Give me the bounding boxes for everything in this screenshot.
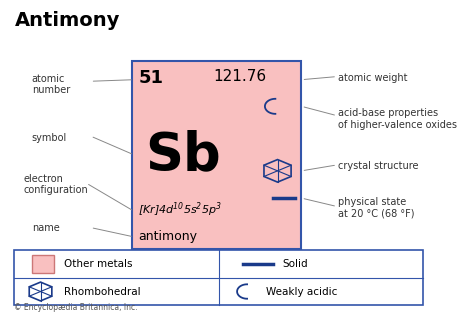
Text: 121.76: 121.76 — [213, 69, 266, 84]
Text: Rhombohedral: Rhombohedral — [64, 287, 141, 296]
FancyBboxPatch shape — [32, 256, 54, 273]
Text: Antimony: Antimony — [14, 11, 120, 30]
Text: 51: 51 — [138, 69, 164, 87]
Text: Sb: Sb — [145, 129, 221, 181]
Text: physical state
at 20 °C (68 °F): physical state at 20 °C (68 °F) — [338, 197, 415, 219]
Text: antimony: antimony — [138, 230, 197, 243]
FancyBboxPatch shape — [14, 250, 423, 305]
Text: name: name — [32, 223, 60, 234]
FancyBboxPatch shape — [132, 61, 301, 249]
Text: Other metals: Other metals — [64, 259, 133, 269]
Text: atomic
number: atomic number — [32, 74, 70, 95]
Text: electron
configuration: electron configuration — [23, 174, 88, 195]
Text: symbol: symbol — [32, 133, 67, 143]
Text: $\mathregular{[Kr]4d^{10}5s^{2}5p^{3}}$: $\mathregular{[Kr]4d^{10}5s^{2}5p^{3}}$ — [138, 200, 222, 219]
Text: acid-base properties
of higher-valence oxides: acid-base properties of higher-valence o… — [338, 108, 457, 130]
Text: Weakly acidic: Weakly acidic — [266, 287, 337, 296]
Text: atomic weight: atomic weight — [338, 73, 408, 83]
Text: © Encyclopædia Britannica, Inc.: © Encyclopædia Britannica, Inc. — [14, 303, 138, 312]
Text: Solid: Solid — [282, 259, 308, 269]
Text: crystal structure: crystal structure — [338, 161, 419, 171]
